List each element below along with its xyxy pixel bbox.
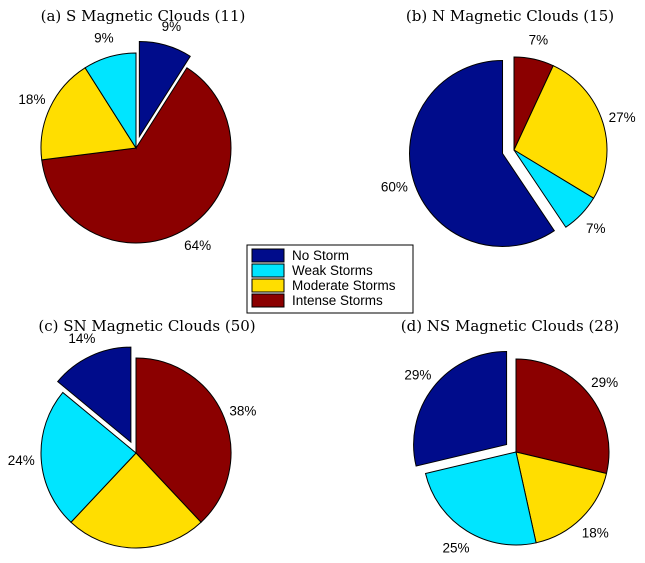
pie-c-slice-moderate-storms <box>70 452 202 549</box>
pie-a-slice-moderate-storms <box>40 67 137 161</box>
pie-a-slice-intense-storms <box>41 67 232 244</box>
pie-b-label-intense-storms: 7% <box>529 33 549 48</box>
pie-a-label-no-storm: 9% <box>162 19 182 34</box>
pie-a-slice-weak-storms <box>84 52 137 150</box>
pie-d-slice-moderate-storms <box>515 451 608 544</box>
pie-a-slice-no-storm <box>138 40 191 139</box>
pie-c-label-weak-storms: 24% <box>8 453 35 468</box>
pie-c-slice-no-storm <box>56 346 132 444</box>
pie-b-slice-no-storm <box>409 59 556 247</box>
pie-d-label-weak-storms: 25% <box>442 541 469 556</box>
pie-c-label-no-storm: 14% <box>68 331 95 346</box>
pie-chart-c: 38% 24% 24% 14% <box>8 331 257 563</box>
pie-chart-d: 29% 18% 25% 29% <box>404 351 618 556</box>
legend: No Storm Weak Storms Moderate Storms Int… <box>246 244 414 314</box>
pie-b-label-moderate-storms: 27% <box>609 110 636 125</box>
pie-chart-a: 9% 64% 18% 9% <box>18 19 232 253</box>
pie-d-slice-intense-storms <box>515 358 610 475</box>
pie-b-title: (b) N Magnetic Clouds (15) <box>406 7 614 25</box>
pie-c-slice-intense-storms <box>135 357 232 523</box>
pie-d-title: (d) NS Magnetic Clouds (28) <box>401 317 620 335</box>
pie-b-slice-weak-storms <box>513 149 595 228</box>
pie-chart-b: 7% 27% 7% 60% <box>381 33 636 247</box>
pie-d-label-no-storm: 29% <box>404 367 431 382</box>
pie-b-slice-moderate-storms <box>513 65 608 199</box>
pie-a-label-weak-storms: 9% <box>94 31 114 46</box>
legend-label-no-storm: No Storm <box>292 248 349 263</box>
legend-label-weak-storms: Weak Storms <box>292 263 373 278</box>
legend-swatch-weak-storms <box>251 263 285 278</box>
pie-d-label-intense-storms: 29% <box>591 375 618 390</box>
pie-b-label-weak-storms: 7% <box>586 221 606 236</box>
pie-a-label-intense-storms: 64% <box>184 238 211 253</box>
pie-d-slice-no-storm <box>413 351 508 467</box>
legend-swatch-moderate-storms <box>251 278 285 293</box>
pie-c-slice-weak-storms <box>40 391 137 523</box>
pie-d-label-moderate-storms: 18% <box>582 526 609 541</box>
pie-a-title: (a) S Magnetic Clouds (11) <box>41 7 246 25</box>
legend-label-intense-storms: Intense Storms <box>292 293 383 308</box>
pie-a-label-moderate-storms: 18% <box>18 92 45 107</box>
pie-c-label-moderate-storms: 24% <box>122 561 149 563</box>
pie-d-slice-weak-storms <box>424 451 537 546</box>
pie-b-label-no-storm: 60% <box>381 179 408 194</box>
pie-c-title: (c) SN Magnetic Clouds (50) <box>38 317 255 335</box>
legend-swatch-no-storm <box>251 248 285 263</box>
legend-label-moderate-storms: Moderate Storms <box>292 278 396 293</box>
legend-swatch-intense-storms <box>251 293 285 308</box>
pie-c-label-intense-storms: 38% <box>229 404 256 419</box>
